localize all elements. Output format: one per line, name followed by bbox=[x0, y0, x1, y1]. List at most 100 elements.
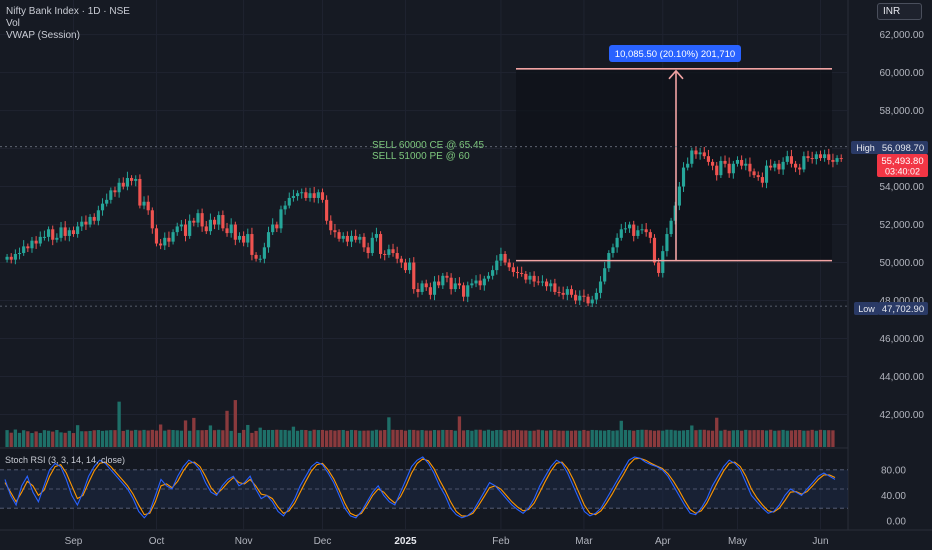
candle-body bbox=[735, 159, 740, 164]
candle-body bbox=[578, 295, 582, 301]
candle-body bbox=[561, 292, 565, 295]
volume-bar bbox=[781, 429, 785, 447]
candle-body bbox=[105, 199, 109, 204]
volume-bar bbox=[499, 429, 503, 447]
candle-body bbox=[594, 292, 598, 300]
volume-bar bbox=[627, 430, 632, 447]
volume-legend[interactable]: Vol bbox=[6, 18, 20, 29]
volume-bar bbox=[171, 430, 175, 447]
candle-body bbox=[237, 235, 242, 240]
price-tick-label: 52,000.00 bbox=[880, 220, 925, 231]
candle-body bbox=[694, 150, 698, 155]
candle-body bbox=[100, 203, 105, 211]
volume-bar bbox=[507, 430, 511, 447]
candle-body bbox=[250, 234, 254, 255]
volume-bar bbox=[681, 430, 686, 447]
volume-bar bbox=[569, 430, 574, 447]
volume-bar bbox=[150, 429, 154, 447]
candle-body bbox=[416, 289, 420, 292]
candle-body bbox=[287, 197, 291, 206]
candle-body bbox=[217, 215, 221, 225]
candle-body bbox=[453, 283, 457, 290]
candle-body bbox=[138, 178, 142, 206]
volume-bar bbox=[420, 430, 424, 447]
candle-body bbox=[744, 163, 748, 166]
candle-body bbox=[283, 205, 287, 210]
candle-body bbox=[424, 283, 428, 288]
volume-bar bbox=[88, 430, 92, 447]
volume-bar bbox=[275, 429, 279, 447]
candle-body bbox=[648, 232, 652, 238]
volume-bar bbox=[63, 432, 67, 447]
volume-bar bbox=[196, 430, 200, 447]
volume-bar bbox=[362, 430, 366, 447]
candle-body bbox=[134, 178, 138, 181]
candle-body bbox=[312, 193, 316, 198]
candle-body bbox=[582, 295, 586, 297]
volume-bar bbox=[503, 430, 507, 447]
candle-body bbox=[644, 229, 648, 233]
volume-bar bbox=[619, 420, 623, 447]
candle-body bbox=[524, 273, 528, 280]
candle-body bbox=[661, 251, 665, 273]
candle-body bbox=[275, 224, 279, 229]
volume-bar bbox=[632, 430, 636, 447]
candle-body bbox=[495, 260, 499, 271]
candle-body bbox=[818, 154, 823, 159]
volume-bar bbox=[22, 430, 26, 447]
candle-body bbox=[59, 227, 63, 238]
candle-body bbox=[445, 275, 449, 278]
low-label-badge bbox=[854, 302, 879, 315]
candle-body bbox=[740, 159, 744, 166]
volume-bar bbox=[46, 430, 51, 447]
high-label-badge bbox=[851, 141, 880, 154]
candle-body bbox=[557, 291, 561, 293]
currency-button[interactable]: INR bbox=[877, 3, 922, 20]
volume-bar bbox=[383, 429, 387, 447]
volume-bar bbox=[349, 429, 354, 447]
volume-bar bbox=[822, 430, 827, 447]
time-axis[interactable]: Sep Oct Nov Dec 2025 Feb Mar Apr May Jun bbox=[65, 536, 829, 547]
volume-bar bbox=[644, 429, 648, 447]
candle-body bbox=[665, 234, 669, 252]
volume-bar bbox=[204, 430, 208, 447]
candle-body bbox=[362, 236, 366, 248]
volume-bar bbox=[96, 430, 101, 447]
time-tick-label: Feb bbox=[492, 536, 510, 547]
volume-bar bbox=[34, 431, 38, 447]
candle-body bbox=[706, 156, 711, 162]
volume-bar bbox=[802, 430, 806, 447]
candle-body bbox=[760, 177, 764, 183]
volume-bar bbox=[748, 430, 752, 447]
volume-bar bbox=[142, 429, 146, 447]
volume-bar bbox=[134, 429, 138, 447]
volume-bar bbox=[109, 430, 113, 447]
candle-body bbox=[657, 262, 661, 273]
candle-body bbox=[163, 237, 167, 246]
volume-bar bbox=[686, 430, 690, 447]
price-tick-label: 44,000.00 bbox=[880, 372, 925, 383]
chart-title[interactable]: Nifty Bank Index · 1D · NSE bbox=[6, 6, 130, 17]
volume-bar bbox=[295, 430, 300, 447]
rsi-k-line bbox=[4, 456, 836, 519]
volume-bar bbox=[590, 429, 594, 447]
time-tick-label: Jun bbox=[812, 536, 828, 547]
volume-bar bbox=[113, 430, 117, 447]
stoch-rsi-legend[interactable]: Stoch RSI (3, 3, 14, 14, close) bbox=[5, 455, 126, 465]
candle-body bbox=[731, 163, 735, 174]
volume-bar bbox=[71, 433, 76, 447]
candle-body bbox=[569, 289, 574, 295]
volume-bar bbox=[358, 430, 362, 447]
high-label: High bbox=[856, 143, 875, 153]
volume-bar bbox=[586, 430, 590, 447]
vwap-legend[interactable]: VWAP (Session) bbox=[6, 30, 80, 41]
volume-bar bbox=[698, 429, 702, 447]
candle-body bbox=[262, 247, 266, 259]
measure-tool[interactable]: 10,085.50 (20.10%) 201,710 SELL 60000 CE … bbox=[0, 45, 848, 307]
candle-body bbox=[432, 281, 437, 295]
candle-body bbox=[835, 158, 839, 162]
candle-body bbox=[823, 154, 827, 159]
volume-bar bbox=[283, 429, 287, 447]
volume-bar bbox=[457, 416, 462, 447]
